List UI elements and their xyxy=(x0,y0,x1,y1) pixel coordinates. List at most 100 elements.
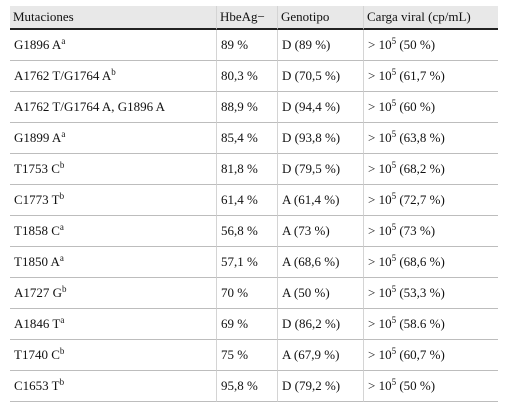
load-exponent: 5 xyxy=(391,222,397,232)
load-percent: (63,8 %) xyxy=(396,130,445,145)
mutation-footnote: b xyxy=(62,284,67,294)
mutation-text: A1762 T/G1764 A xyxy=(14,68,112,83)
table-row: A1762 T/G1764 A, G1896 A 88,9 % D (94,4 %)… xyxy=(10,92,498,123)
cell-hbeag: 95,8 % xyxy=(216,371,277,402)
load-percent: (61,7 %) xyxy=(396,68,445,83)
cell-hbeag: 88,9 % xyxy=(216,92,277,123)
mutation-footnote: b xyxy=(59,377,65,387)
cell-genotype: D (93,8 %) xyxy=(277,123,363,154)
cell-hbeag: 70 % xyxy=(216,278,277,309)
mutation-text: C1773 T xyxy=(14,192,60,207)
mutation-text: C1653 T xyxy=(14,378,60,393)
cell-hbeag: 57,1 % xyxy=(216,247,277,278)
cell-viral-load: > 105 (73 %) xyxy=(363,216,498,247)
header-genotype: Genotipo xyxy=(277,6,363,30)
cell-viral-load: > 105 (50 %) xyxy=(363,371,498,402)
mutation-footnote: a xyxy=(60,315,65,325)
load-prefix: > 10 xyxy=(368,192,392,207)
cell-viral-load: > 105 (53,3 %) xyxy=(363,278,498,309)
load-exponent: 5 xyxy=(391,315,397,325)
load-prefix: > 10 xyxy=(368,37,392,52)
cell-mutation: T1850 Aa xyxy=(10,247,216,278)
cell-genotype: A (50 %) xyxy=(277,278,363,309)
mutation-text: T1850 A xyxy=(14,254,60,269)
table-row: C1773 Tb 61,4 % A (61,4 %) > 105 (72,7 %) xyxy=(10,185,498,216)
cell-genotype: D (79,5 %) xyxy=(277,154,363,185)
cell-viral-load: > 105 (50 %) xyxy=(363,30,498,61)
cell-genotype: A (68,6 %) xyxy=(277,247,363,278)
cell-mutation: C1653 Tb xyxy=(10,371,216,402)
mutation-text: T1753 C xyxy=(14,161,60,176)
load-prefix: > 10 xyxy=(368,223,392,238)
cell-hbeag: 69 % xyxy=(216,309,277,340)
load-prefix: > 10 xyxy=(368,99,392,114)
load-percent: (50 %) xyxy=(396,37,436,52)
cell-genotype: D (94,4 %) xyxy=(277,92,363,123)
mutation-footnote: a xyxy=(59,222,64,232)
cell-mutation: T1740 Cb xyxy=(10,340,216,371)
load-prefix: > 10 xyxy=(368,161,392,176)
mutation-footnote: a xyxy=(61,129,66,139)
table-row: G1899 Aa 85,4 % D (93,8 %) > 105 (63,8 %) xyxy=(10,123,498,154)
load-exponent: 5 xyxy=(391,67,397,77)
load-exponent: 5 xyxy=(391,191,397,201)
cell-genotype: A (73 %) xyxy=(277,216,363,247)
cell-viral-load: > 105 (61,7 %) xyxy=(363,61,498,92)
load-exponent: 5 xyxy=(391,36,397,46)
table-row: T1858 Ca 56,8 % A (73 %) > 105 (73 %) xyxy=(10,216,498,247)
load-percent: (68,6 %) xyxy=(396,254,445,269)
cell-viral-load: > 105 (68,6 %) xyxy=(363,247,498,278)
cell-mutation: C1773 Tb xyxy=(10,185,216,216)
cell-hbeag: 61,4 % xyxy=(216,185,277,216)
mutation-text: T1740 C xyxy=(14,347,60,362)
mutation-text: G1899 A xyxy=(14,130,62,145)
cell-mutation: A1762 T/G1764 A, G1896 A xyxy=(10,92,216,123)
cell-viral-load: > 105 (58.6 %) xyxy=(363,309,498,340)
cell-mutation: A1727 Gb xyxy=(10,278,216,309)
cell-hbeag: 85,4 % xyxy=(216,123,277,154)
table-row: T1753 Cb 81,8 % D (79,5 %) > 105 (68,2 %) xyxy=(10,154,498,185)
load-exponent: 5 xyxy=(391,98,397,108)
mutation-footnote: b xyxy=(59,191,65,201)
load-prefix: > 10 xyxy=(368,378,392,393)
table-row: A1846 Ta 69 % D (86,2 %) > 105 (58.6 %) xyxy=(10,309,498,340)
load-percent: (72,7 %) xyxy=(396,192,445,207)
cell-genotype: A (61,4 %) xyxy=(277,185,363,216)
mutation-text: T1858 C xyxy=(14,223,60,238)
load-exponent: 5 xyxy=(391,253,397,263)
load-percent: (58.6 %) xyxy=(396,316,445,331)
cell-viral-load: > 105 (68,2 %) xyxy=(363,154,498,185)
table-header: Mutaciones HbeAg− Genotipo Carga viral (… xyxy=(10,6,498,30)
cell-mutation: G1896 Aa xyxy=(10,30,216,61)
load-prefix: > 10 xyxy=(368,285,392,300)
cell-genotype: D (79,2 %) xyxy=(277,371,363,402)
mutation-text: G1896 A xyxy=(14,37,62,52)
load-exponent: 5 xyxy=(391,377,397,387)
cell-hbeag: 75 % xyxy=(216,340,277,371)
load-percent: (68,2 %) xyxy=(396,161,445,176)
table-row: A1727 Gb 70 % A (50 %) > 105 (53,3 %) xyxy=(10,278,498,309)
load-prefix: > 10 xyxy=(368,316,392,331)
cell-hbeag: 80,3 % xyxy=(216,61,277,92)
load-percent: (50 %) xyxy=(396,378,436,393)
load-prefix: > 10 xyxy=(368,68,392,83)
cell-hbeag: 89 % xyxy=(216,30,277,61)
load-percent: (53,3 %) xyxy=(396,285,445,300)
header-hbeag: HbeAg− xyxy=(216,6,277,30)
mutation-footnote: a xyxy=(59,253,64,263)
mutation-footnote: b xyxy=(111,67,116,77)
load-exponent: 5 xyxy=(391,284,397,294)
header-row: Mutaciones HbeAg− Genotipo Carga viral (… xyxy=(10,6,498,30)
mutation-footnote: b xyxy=(59,346,65,356)
load-percent: (73 %) xyxy=(396,223,436,238)
mutations-table: Mutaciones HbeAg− Genotipo Carga viral (… xyxy=(10,6,498,402)
table-row: T1850 Aa 57,1 % A (68,6 %) > 105 (68,6 %) xyxy=(10,247,498,278)
cell-mutation: A1762 T/G1764 Ab xyxy=(10,61,216,92)
load-prefix: > 10 xyxy=(368,347,392,362)
cell-genotype: D (86,2 %) xyxy=(277,309,363,340)
load-exponent: 5 xyxy=(391,346,397,356)
cell-mutation: T1858 Ca xyxy=(10,216,216,247)
table-row: T1740 Cb 75 % A (67,9 %) > 105 (60,7 %) xyxy=(10,340,498,371)
cell-viral-load: > 105 (60,7 %) xyxy=(363,340,498,371)
load-prefix: > 10 xyxy=(368,130,392,145)
